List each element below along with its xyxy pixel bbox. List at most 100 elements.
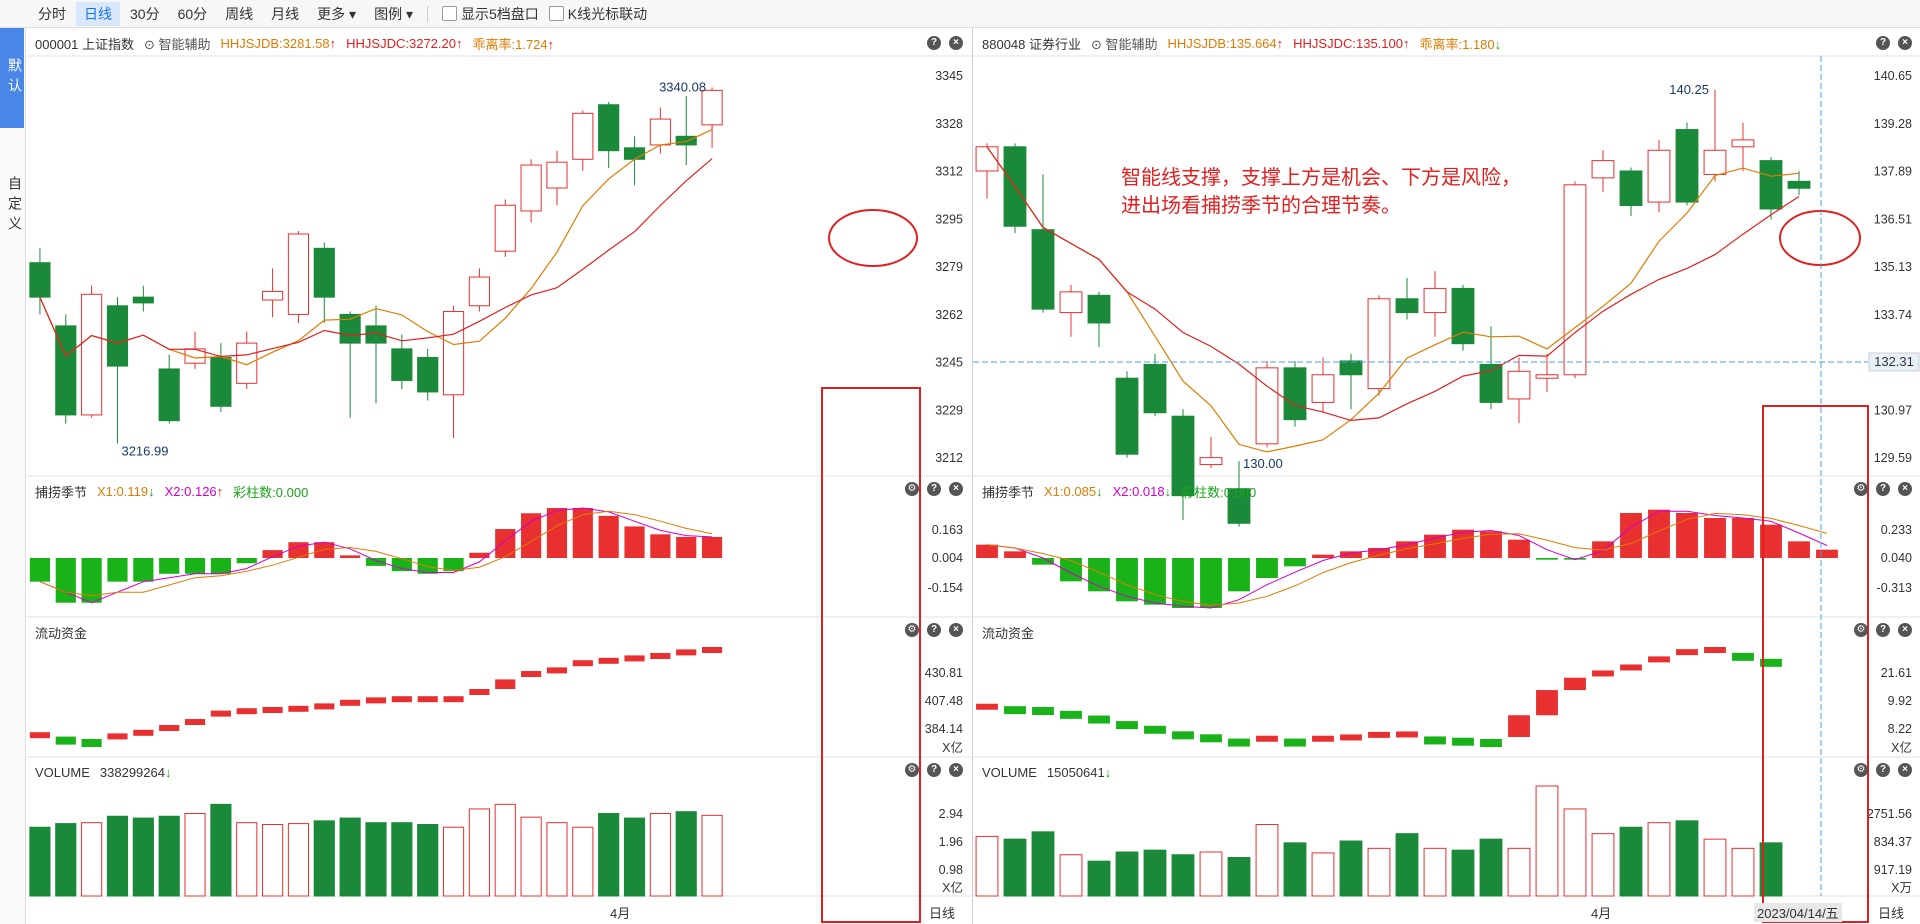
ind2-bar (1648, 656, 1670, 663)
ind2-bar (1368, 731, 1390, 738)
ind2-bar (1424, 736, 1446, 745)
close-icon[interactable]: × (949, 482, 963, 496)
ind2-bar (55, 736, 76, 745)
right-chart-canvas[interactable]: 140.65 139.28 137.89 136.51 135.13 133.74 132.… (973, 28, 1920, 924)
ind1-bar (236, 558, 257, 564)
help-icon[interactable]: ? (1876, 763, 1890, 777)
period-tab-intraday[interactable]: 分时 (38, 5, 66, 22)
candle (975, 146, 999, 172)
ind1-bar (572, 508, 593, 558)
candle (1535, 374, 1559, 379)
gear-icon[interactable]: ⚙ (905, 623, 919, 637)
candle (55, 325, 77, 416)
volume-bar (391, 822, 413, 897)
panel-divider[interactable] (972, 28, 973, 924)
period-tab-weekly[interactable]: 周线 (225, 5, 254, 22)
right-chart-panel[interactable]: 140.65 139.28 137.89 136.51 135.13 133.74 132.… (973, 28, 1920, 924)
indicator-name[interactable]: 流动资金 (35, 625, 88, 641)
indicator-name[interactable]: 捕捞季节 (35, 484, 88, 500)
ind2-bar (1340, 734, 1362, 741)
stock-code-label[interactable]: 880048 证券行业 (982, 36, 1081, 52)
period-tab-60min[interactable]: 60分 (177, 5, 208, 22)
legend-dropdown[interactable]: 图例 ▾ (374, 5, 413, 22)
help-icon[interactable]: ? (927, 482, 941, 496)
right-ind2-header: 流动资金 (982, 622, 1034, 642)
close-icon[interactable]: × (949, 36, 963, 50)
volume-bar (1563, 808, 1587, 897)
more-dropdown[interactable]: 更多 ▾ (317, 5, 357, 22)
indicator-name[interactable]: 捕捞季节 (982, 484, 1035, 500)
price-tick-label: 3328 (935, 117, 963, 131)
checkbox-box[interactable] (442, 6, 457, 21)
up-arrow-icon: ↑ (216, 483, 224, 499)
ind1-bar (1676, 513, 1698, 558)
help-icon[interactable]: ? (1876, 482, 1890, 496)
indicator-name[interactable]: VOLUME (35, 764, 90, 780)
left-chart-canvas[interactable]: 3345 3328 3312 3295 3279 3262 3245 3229 3212 3340… (27, 28, 971, 924)
indicator-name[interactable]: VOLUME (982, 764, 1037, 780)
candle (1563, 184, 1587, 376)
volume-bar (649, 813, 671, 897)
close-icon[interactable]: × (1898, 482, 1912, 496)
show-5-level-checkbox[interactable]: 显示5档盘口 (442, 4, 539, 24)
close-icon[interactable]: × (1898, 763, 1912, 777)
ind1-bar (1732, 518, 1754, 558)
period-tab-monthly[interactable]: 月线 (271, 5, 300, 22)
ind1-bar (1704, 518, 1726, 558)
ind2-bar (262, 707, 283, 713)
candle (1255, 367, 1279, 445)
help-icon[interactable]: ? (1876, 623, 1890, 637)
gear-icon[interactable]: ⚙ (1854, 623, 1868, 637)
kline-cursor-link-checkbox[interactable]: K线光标联动 (548, 4, 647, 24)
price-tick-label: 3345 (935, 69, 963, 83)
period-tab-30min[interactable]: 30分 (130, 5, 160, 22)
volume-tick-label: 1.96 (939, 835, 963, 849)
up-arrow-icon: ↑ (547, 36, 555, 52)
price-tick-label: 3212 (935, 451, 963, 465)
smart-assist-toggle[interactable]: ⊙ 智能辅助 (1091, 36, 1158, 52)
close-icon[interactable]: × (949, 623, 963, 637)
indicator-name[interactable]: 流动资金 (982, 625, 1035, 641)
ind1-bar (262, 550, 283, 558)
ind1-bar (107, 558, 128, 582)
gear-icon[interactable]: ⚙ (905, 763, 919, 777)
close-icon[interactable]: × (949, 763, 963, 777)
x2-text: X2:0.126 (164, 483, 217, 499)
ind3-controls: ⚙? × (905, 763, 963, 777)
low-price-label: 3216.99 (121, 444, 168, 459)
volume-bar (1311, 852, 1335, 897)
gear-icon[interactable]: ⚙ (905, 482, 919, 496)
ind2-bar (1172, 731, 1194, 740)
smart-assist-toggle[interactable]: ⊙ 智能辅助 (144, 36, 211, 52)
help-icon[interactable]: ? (927, 623, 941, 637)
ind1-bar (159, 558, 180, 574)
volume-bar (598, 813, 620, 897)
ind2-tick-label: 21.61 (1881, 666, 1912, 680)
period-tab-daily[interactable]: 日线 (76, 1, 120, 26)
close-icon[interactable]: × (1898, 36, 1912, 50)
volume-bar (701, 814, 723, 897)
volume-bar (442, 826, 465, 897)
high-price-label: 140.25 (1669, 82, 1709, 97)
x2-text: X2:0.018 (1112, 483, 1165, 499)
candle (1507, 370, 1531, 400)
left-chart-panel[interactable]: 3345 3328 3312 3295 3279 3262 3245 3229 3212 3340… (27, 28, 971, 924)
ind1-line-x1 (986, 512, 1828, 607)
up-arrow-icon: ↑ (1276, 35, 1284, 51)
candle (1759, 160, 1783, 210)
sidebar-custom-tab[interactable]: 自定义 (7, 176, 23, 236)
candle (391, 348, 413, 381)
candle (649, 118, 671, 146)
sidebar-default-tab[interactable]: 默认 (0, 28, 24, 128)
help-icon[interactable]: ? (927, 36, 941, 50)
ind1-bar (521, 513, 542, 558)
volume-bar (29, 826, 51, 897)
checkbox-box[interactable] (548, 6, 564, 21)
help-icon[interactable]: ? (1876, 36, 1890, 50)
gear-icon[interactable]: ⚙ (1854, 763, 1868, 777)
close-icon[interactable]: × (1898, 623, 1912, 637)
gear-icon[interactable]: ⚙ (1854, 482, 1868, 496)
ind2-tick-label: 430.81 (925, 666, 963, 680)
stock-code-label[interactable]: 000001 上证指数 (35, 36, 134, 52)
help-icon[interactable]: ? (927, 763, 941, 777)
